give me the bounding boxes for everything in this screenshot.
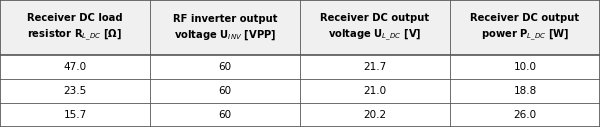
Text: RF inverter output
voltage U$_{INV}$ [VPP]: RF inverter output voltage U$_{INV}$ [VP… bbox=[173, 14, 277, 42]
Text: 15.7: 15.7 bbox=[64, 110, 86, 120]
Text: Receiver DC load
resistor R$_{L\_DC}$ [Ω]: Receiver DC load resistor R$_{L\_DC}$ [Ω… bbox=[27, 13, 123, 43]
Text: Receiver DC output
voltage U$_{L\_DC}$ [V]: Receiver DC output voltage U$_{L\_DC}$ [… bbox=[320, 13, 430, 43]
Text: 60: 60 bbox=[218, 86, 232, 96]
Text: 23.5: 23.5 bbox=[64, 86, 86, 96]
Text: 21.0: 21.0 bbox=[364, 86, 386, 96]
Text: 26.0: 26.0 bbox=[514, 110, 536, 120]
Text: 60: 60 bbox=[218, 110, 232, 120]
Text: 18.8: 18.8 bbox=[514, 86, 536, 96]
Text: 10.0: 10.0 bbox=[514, 62, 536, 72]
Text: 60: 60 bbox=[218, 62, 232, 72]
Text: 47.0: 47.0 bbox=[64, 62, 86, 72]
Bar bbox=[0, 0, 600, 55]
Text: 21.7: 21.7 bbox=[364, 62, 386, 72]
Text: Receiver DC output
power P$_{L\_DC}$ [W]: Receiver DC output power P$_{L\_DC}$ [W] bbox=[470, 13, 580, 43]
Text: 20.2: 20.2 bbox=[364, 110, 386, 120]
